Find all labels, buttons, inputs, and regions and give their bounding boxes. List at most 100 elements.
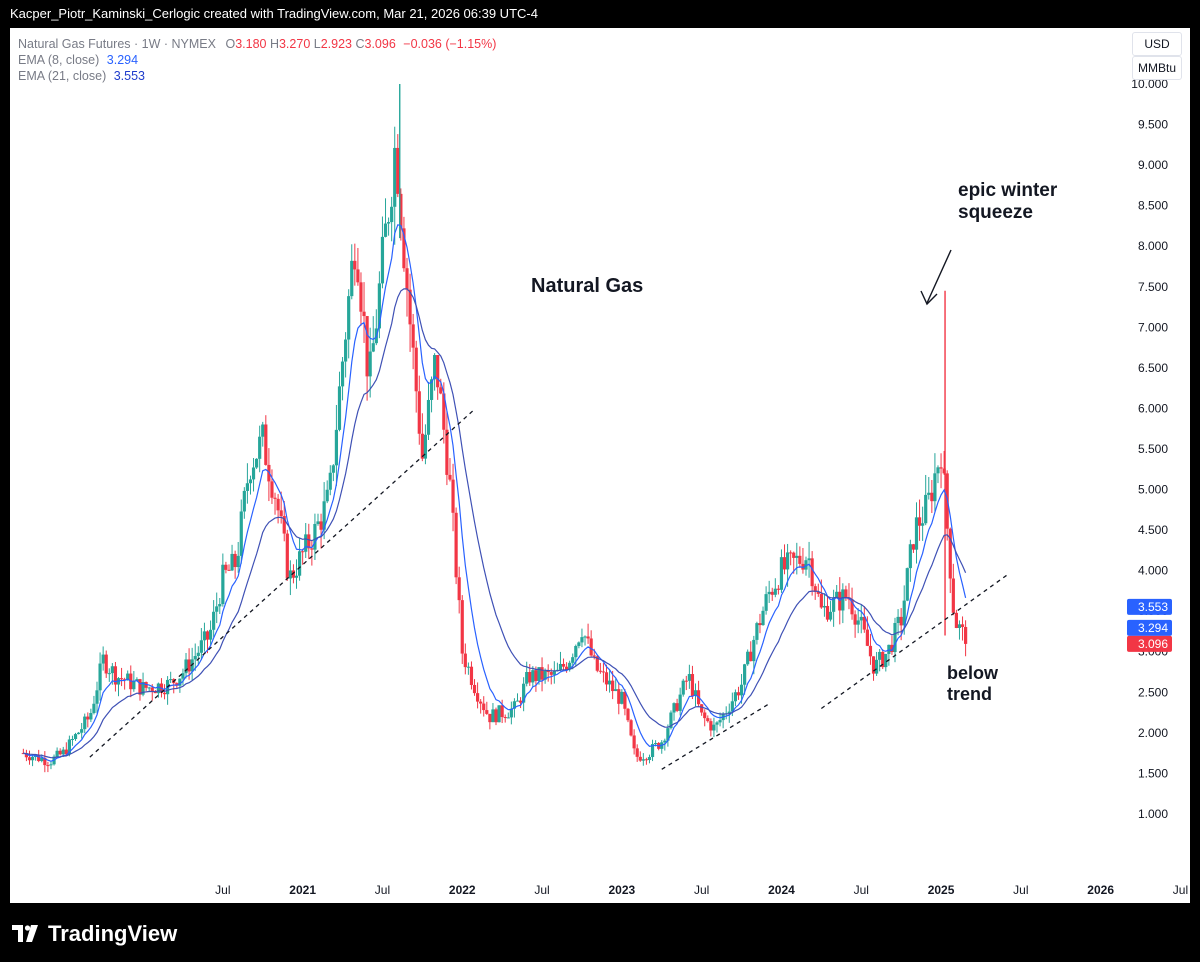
candle-body (344, 339, 348, 362)
candle-body (537, 667, 541, 681)
candle-body (291, 570, 296, 578)
candle-body (442, 393, 446, 430)
candle-body (92, 703, 96, 714)
candle-body (531, 670, 535, 683)
candle-body (448, 474, 452, 480)
candle-body (113, 666, 118, 685)
candle-body (433, 355, 437, 380)
trendline-2025-2026 (820, 574, 1008, 709)
candle-body (506, 717, 510, 719)
candle-body (730, 701, 734, 712)
price-tick-label: 4.000 (1138, 564, 1168, 578)
time-tick-label: 2024 (768, 883, 795, 897)
candle-body (822, 605, 827, 608)
candle-body (638, 756, 642, 761)
candle-body (423, 434, 428, 459)
time-axis: Jul 2021 Jul 2022 Jul 2023 Jul 2024 Jul 2025 Jul 20… (215, 883, 1188, 897)
candle-body (893, 622, 897, 653)
candle-body (776, 588, 780, 590)
time-tick-label: Jul (694, 883, 709, 897)
price-tick-label: 2.500 (1138, 685, 1168, 699)
candle-body (767, 591, 771, 595)
candle-body (162, 692, 167, 695)
candle-body (589, 638, 593, 656)
unit-button[interactable]: MMBtu (1132, 56, 1182, 80)
candle-body (64, 749, 68, 755)
candle-body (859, 616, 863, 621)
price-chart[interactable]: 1.0001.5002.0002.5003.0003.5004.0004.500… (10, 28, 1190, 903)
candle-body (482, 703, 486, 711)
time-tick-label: 2026 (1087, 883, 1114, 897)
time-tick-label: Jul (534, 883, 549, 897)
legend-ema21-row[interactable]: EMA (21, close) 3.553 (18, 68, 496, 84)
candle-body (83, 716, 87, 730)
candle-body (727, 711, 731, 714)
candle-body (954, 612, 958, 629)
price-tick-label: 5.500 (1138, 442, 1168, 456)
candle-body (773, 588, 777, 595)
candle-body (196, 652, 200, 657)
candle-body (411, 324, 415, 348)
candle-body (804, 560, 808, 570)
candle-body (684, 680, 688, 682)
candle-body (319, 521, 323, 530)
candle-body (733, 692, 738, 702)
candle-body (672, 703, 676, 713)
annotation-trend: trend (947, 684, 992, 704)
candle-body (586, 636, 590, 639)
tradingview-logo[interactable]: TradingView (12, 921, 177, 947)
candle-body (239, 511, 243, 556)
candle-body (408, 289, 412, 325)
candle-body (942, 468, 946, 474)
candle-body (798, 555, 802, 564)
candle-body (865, 629, 869, 646)
candle-body (583, 636, 587, 638)
candle-body (325, 489, 329, 502)
chart-panel[interactable]: Natural Gas Futures · 1W · NYMEX O3.180 … (10, 28, 1190, 903)
candle-body (782, 557, 787, 570)
price-label-value: 3.096 (1138, 637, 1168, 651)
candle-body (457, 577, 461, 601)
ema21-label: EMA (21, close) (18, 69, 107, 83)
legend-ema8-row[interactable]: EMA (8, close) 3.294 (18, 52, 496, 68)
candle-body (629, 720, 633, 736)
currency-button[interactable]: USD (1132, 32, 1182, 56)
candle-body (215, 606, 219, 612)
symbol-name[interactable]: Natural Gas Futures · 1W · NYMEX (18, 37, 216, 51)
candle-body (273, 497, 277, 499)
candle-body (393, 147, 397, 207)
candle-body (933, 473, 937, 502)
candle-body (445, 429, 449, 475)
candle-body (810, 558, 814, 587)
candle-body (337, 386, 342, 430)
low-value: 2.923 (320, 37, 352, 51)
candle-body (30, 756, 35, 761)
candle-body (107, 673, 111, 675)
candle-body (141, 682, 145, 695)
candle-body (258, 436, 262, 459)
candle-body (371, 343, 375, 352)
candle-body (890, 644, 894, 653)
candle-body (193, 656, 197, 660)
candle-body (261, 424, 265, 437)
candle-body (654, 743, 658, 745)
candle-body (153, 691, 157, 694)
candle-body (565, 666, 569, 670)
candle-body (368, 351, 372, 377)
candle-body (819, 593, 823, 608)
candle-body (73, 734, 78, 740)
candle-body (497, 705, 501, 723)
candle-body (472, 684, 477, 694)
candle-body (248, 479, 253, 484)
candle-body (242, 490, 246, 512)
candle-body (795, 555, 799, 558)
price-tick-label: 9.500 (1138, 118, 1168, 132)
legend: Natural Gas Futures · 1W · NYMEX O3.180 … (18, 36, 496, 84)
candle-body (644, 759, 649, 761)
candle-body (460, 600, 464, 654)
price-tick-label: 8.500 (1138, 199, 1168, 213)
candle-body (494, 709, 498, 723)
candle-body (485, 710, 489, 714)
candle-body (365, 316, 369, 377)
candle-body (386, 222, 391, 224)
